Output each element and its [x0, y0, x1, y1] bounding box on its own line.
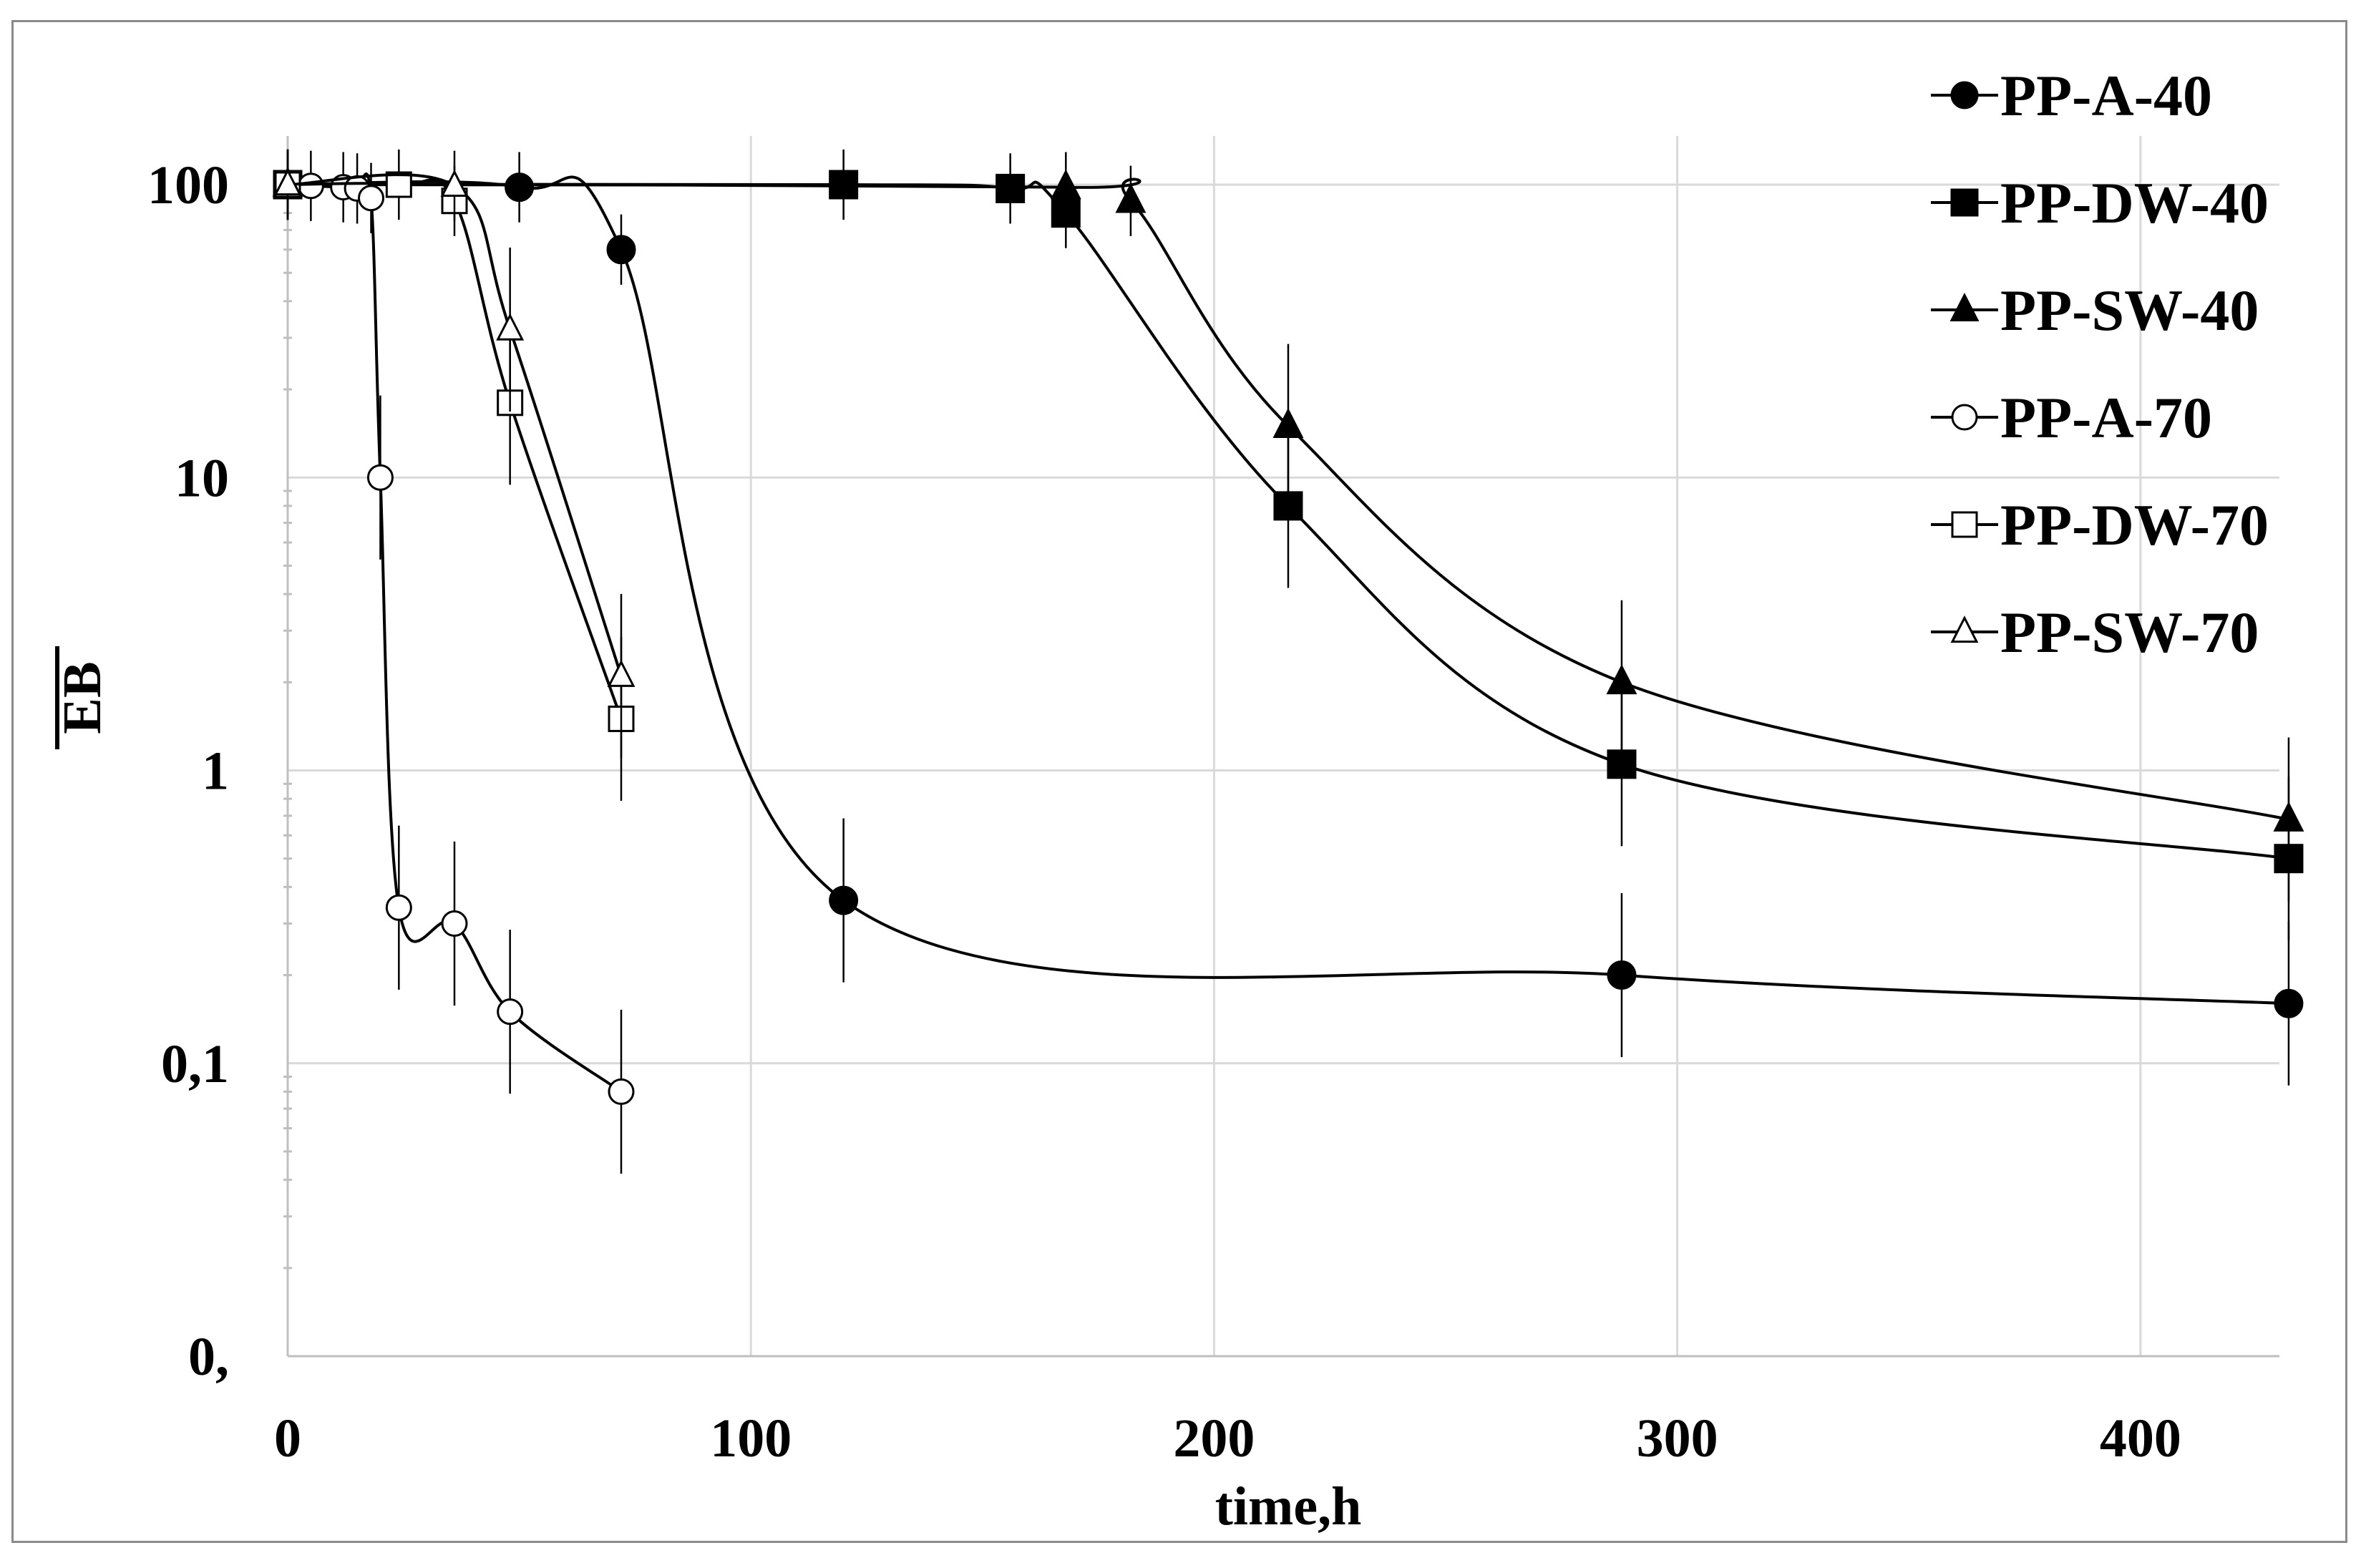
legend-marker-PP-DW-70 [1951, 511, 1978, 538]
series-PP-DW-70 [274, 149, 635, 802]
tick-labels: 0 100 200 300 400 0, 0,1 1 10 100 [147, 155, 2181, 1469]
series-PP-A-70 [274, 149, 635, 1174]
data-point-PP-SW-40-1 [1050, 169, 1081, 200]
data-point-PP-A-70-6 [385, 894, 412, 921]
legend-item-PP-SW-70: PP-SW-70 [1931, 600, 2259, 665]
series-line-PP-DW-70 [287, 178, 623, 720]
data-point-PP-SW-70-3 [607, 659, 636, 687]
data-point-PP-SW-40-5 [2273, 801, 2304, 832]
data-point-PP-A-70-1 [297, 172, 324, 200]
legend-label-PP-A-70: PP-A-70 [2000, 385, 2212, 450]
legend-label-PP-DW-70: PP-DW-70 [2000, 492, 2269, 557]
data-point-PP-A-40-2 [606, 235, 636, 265]
legend-marker-PP-SW-40 [1949, 293, 1980, 321]
data-point-PP-A-70-5 [366, 464, 394, 491]
legend-label-PP-DW-40: PP-DW-40 [2000, 170, 2269, 235]
legend-marker-PP-SW-70 [1950, 615, 1979, 643]
x-tick-label-0: 0 [274, 1408, 301, 1469]
data-point-PP-A-70-9 [608, 1078, 635, 1105]
x-tick-label-4: 400 [2100, 1408, 2181, 1469]
data-point-PP-SW-70-1 [440, 169, 469, 197]
y-tick-label-4: 100 [147, 155, 229, 215]
x-tick-label-3: 300 [1637, 1408, 1718, 1469]
y-axis-title-group: EB [52, 646, 112, 749]
data-point-PP-A-70-8 [497, 998, 524, 1026]
series-line-PP-A-40 [287, 175, 2289, 1005]
y-axis-title: EB [52, 661, 112, 734]
x-axis-title: time,h [1215, 1476, 1362, 1537]
series-line-PP-SW-70 [287, 173, 623, 677]
axis-layer [286, 136, 2279, 1358]
series-PP-SW-70 [273, 149, 636, 759]
legend-item-PP-DW-40: PP-DW-40 [1931, 170, 2269, 235]
data-point-PP-SW-70-2 [496, 313, 525, 341]
data-point-PP-SW-40-4 [1606, 664, 1637, 695]
data-point-PP-A-40-4 [1607, 960, 1637, 990]
y-tick-label-0: 0, [188, 1327, 229, 1387]
legend-item-PP-SW-40: PP-SW-40 [1931, 278, 2259, 343]
x-tick-label-1: 100 [710, 1408, 792, 1469]
data-point-PP-DW-40-2 [995, 173, 1026, 203]
grid-layer [283, 136, 2279, 1358]
series-line-PP-SW-40 [287, 177, 2289, 822]
data-point-PP-SW-70-0 [273, 168, 302, 196]
legend-label-PP-A-40: PP-A-40 [2000, 63, 2212, 128]
data-point-PP-SW-40-3 [1272, 408, 1304, 438]
legend-marker-PP-A-70 [1951, 404, 1978, 431]
legend-marker-PP-A-40 [1950, 81, 1979, 109]
y-tick-label-1: 0,1 [161, 1034, 229, 1094]
legend-item-PP-A-70: PP-A-70 [1931, 385, 2212, 450]
legend-item-PP-DW-70: PP-DW-70 [1931, 492, 2269, 557]
series-layer [272, 149, 2304, 1174]
y-tick-label-3: 10 [175, 448, 229, 508]
legend: PP-A-40 PP-DW-40 PP-SW-40 PP-A-70 PP-DW-70 PP… [1931, 63, 2269, 665]
series-PP-SW-40 [272, 149, 2304, 902]
data-point-PP-SW-40-2 [1115, 182, 1147, 213]
y-tick-label-2: 1 [202, 741, 229, 802]
series-PP-A-40 [273, 149, 2304, 1086]
legend-marker-PP-DW-40 [1950, 188, 1979, 217]
legend-label-PP-SW-70: PP-SW-70 [2000, 600, 2259, 665]
data-point-PP-A-40-5 [2274, 988, 2304, 1018]
data-point-PP-A-40-1 [505, 172, 535, 203]
x-tick-label-2: 200 [1173, 1408, 1255, 1469]
data-point-PP-A-40-3 [829, 885, 859, 915]
legend-label-PP-SW-40: PP-SW-40 [2000, 278, 2259, 343]
legend-item-PP-A-40: PP-A-40 [1931, 63, 2212, 128]
data-point-PP-A-70-7 [441, 910, 468, 937]
data-point-PP-DW-70-1 [385, 171, 412, 198]
data-point-PP-A-70-4 [357, 185, 384, 212]
